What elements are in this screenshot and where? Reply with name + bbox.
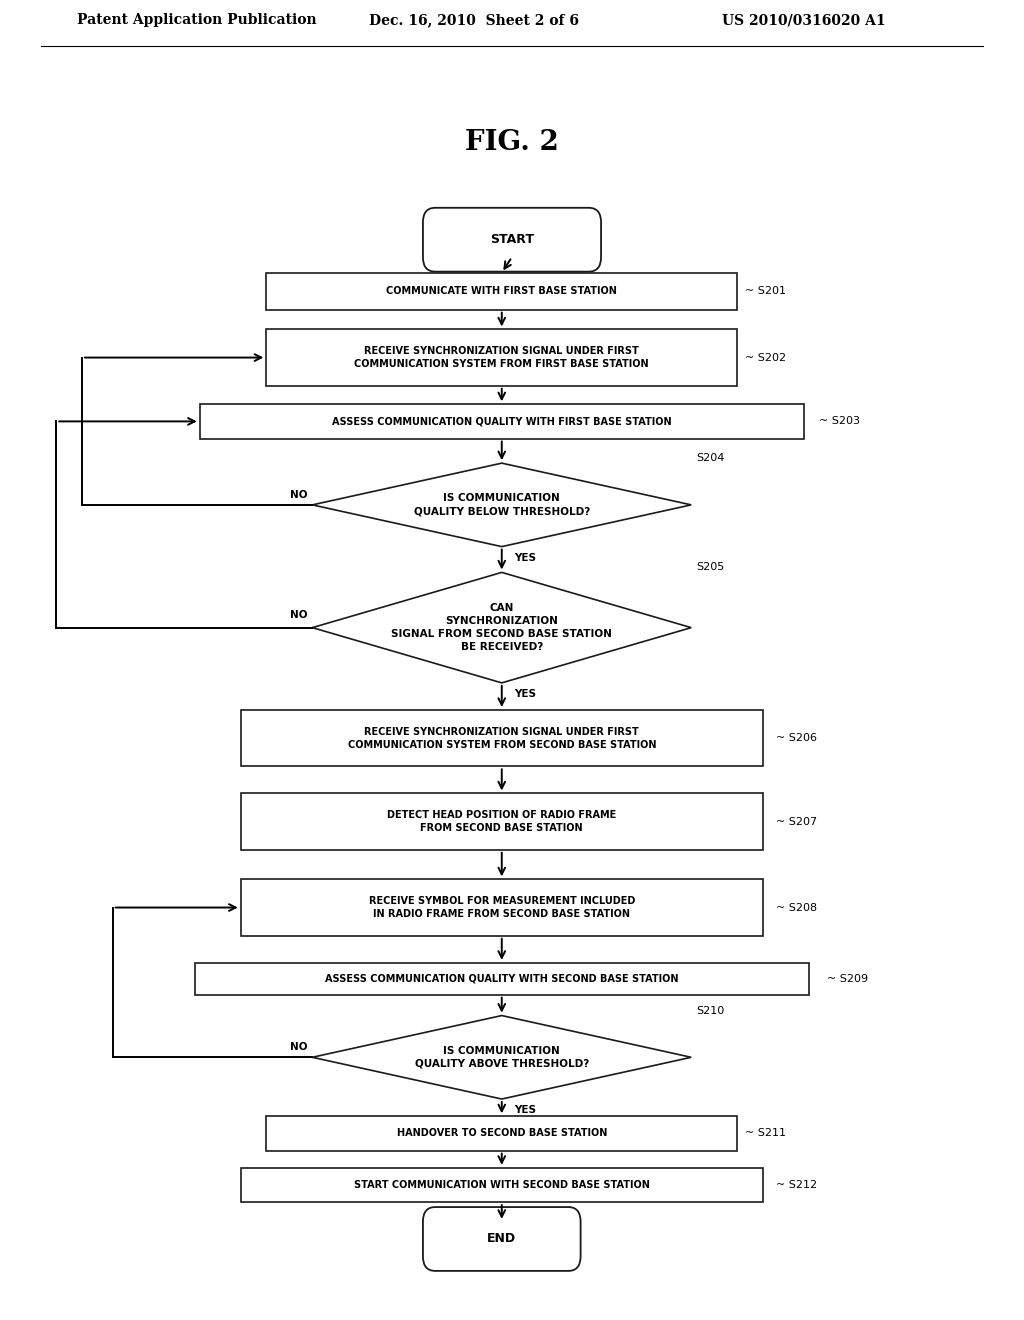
Text: START: START [490, 234, 534, 247]
Text: ~ S207: ~ S207 [776, 817, 817, 826]
Text: COMMUNICATE WITH FIRST BASE STATION: COMMUNICATE WITH FIRST BASE STATION [386, 286, 617, 296]
Text: YES: YES [514, 689, 536, 700]
Text: ~ S209: ~ S209 [827, 974, 868, 983]
Text: S205: S205 [696, 562, 725, 573]
Text: ~ S208: ~ S208 [776, 903, 817, 912]
Text: US 2010/0316020 A1: US 2010/0316020 A1 [722, 13, 886, 28]
Bar [266, 273, 737, 310]
Text: YES: YES [514, 1105, 536, 1115]
Text: FIG. 2: FIG. 2 [465, 129, 559, 156]
Bar [266, 1117, 737, 1151]
Text: RECEIVE SYNCHRONIZATION SIGNAL UNDER FIRST
COMMUNICATION SYSTEM FROM FIRST BASE : RECEIVE SYNCHRONIZATION SIGNAL UNDER FIR… [354, 346, 649, 370]
Bar [195, 962, 809, 995]
Text: IS COMMUNICATION
QUALITY BELOW THRESHOLD?: IS COMMUNICATION QUALITY BELOW THRESHOLD… [414, 494, 590, 516]
Text: END: END [487, 1233, 516, 1246]
Text: ~ S211: ~ S211 [745, 1129, 786, 1138]
Bar [266, 329, 737, 385]
FancyBboxPatch shape [423, 207, 601, 272]
Text: ~ S201: ~ S201 [745, 286, 786, 296]
Bar [241, 879, 763, 936]
Text: NO: NO [290, 490, 307, 500]
FancyBboxPatch shape [423, 1206, 581, 1271]
Bar [200, 404, 804, 438]
Text: ~ S206: ~ S206 [776, 733, 817, 743]
Bar [241, 710, 763, 767]
Bar [241, 1168, 763, 1203]
Polygon shape [312, 1015, 691, 1100]
Text: ASSESS COMMUNICATION QUALITY WITH FIRST BASE STATION: ASSESS COMMUNICATION QUALITY WITH FIRST … [332, 416, 672, 426]
Text: Dec. 16, 2010  Sheet 2 of 6: Dec. 16, 2010 Sheet 2 of 6 [369, 13, 579, 28]
Text: YES: YES [514, 553, 536, 562]
Text: Patent Application Publication: Patent Application Publication [77, 13, 316, 28]
Text: HANDOVER TO SECOND BASE STATION: HANDOVER TO SECOND BASE STATION [396, 1129, 607, 1138]
Text: NO: NO [290, 610, 307, 620]
Text: ~ S203: ~ S203 [819, 416, 860, 426]
Text: CAN
SYNCHRONIZATION
SIGNAL FROM SECOND BASE STATION
BE RECEIVED?: CAN SYNCHRONIZATION SIGNAL FROM SECOND B… [391, 603, 612, 652]
Text: S210: S210 [696, 1006, 725, 1015]
Text: RECEIVE SYMBOL FOR MEASUREMENT INCLUDED
IN RADIO FRAME FROM SECOND BASE STATION: RECEIVE SYMBOL FOR MEASUREMENT INCLUDED … [369, 896, 635, 919]
Polygon shape [312, 573, 691, 682]
Text: NO: NO [290, 1043, 307, 1052]
Text: START COMMUNICATION WITH SECOND BASE STATION: START COMMUNICATION WITH SECOND BASE STA… [354, 1180, 649, 1189]
Bar [241, 793, 763, 850]
Text: IS COMMUNICATION
QUALITY ABOVE THRESHOLD?: IS COMMUNICATION QUALITY ABOVE THRESHOLD… [415, 1045, 589, 1069]
Text: ~ S212: ~ S212 [776, 1180, 817, 1189]
Text: RECEIVE SYNCHRONIZATION SIGNAL UNDER FIRST
COMMUNICATION SYSTEM FROM SECOND BASE: RECEIVE SYNCHRONIZATION SIGNAL UNDER FIR… [347, 727, 656, 750]
Polygon shape [312, 463, 691, 546]
Text: S204: S204 [696, 453, 725, 463]
Text: ~ S202: ~ S202 [745, 352, 786, 363]
Text: DETECT HEAD POSITION OF RADIO FRAME
FROM SECOND BASE STATION: DETECT HEAD POSITION OF RADIO FRAME FROM… [387, 810, 616, 833]
Text: ASSESS COMMUNICATION QUALITY WITH SECOND BASE STATION: ASSESS COMMUNICATION QUALITY WITH SECOND… [325, 974, 679, 983]
